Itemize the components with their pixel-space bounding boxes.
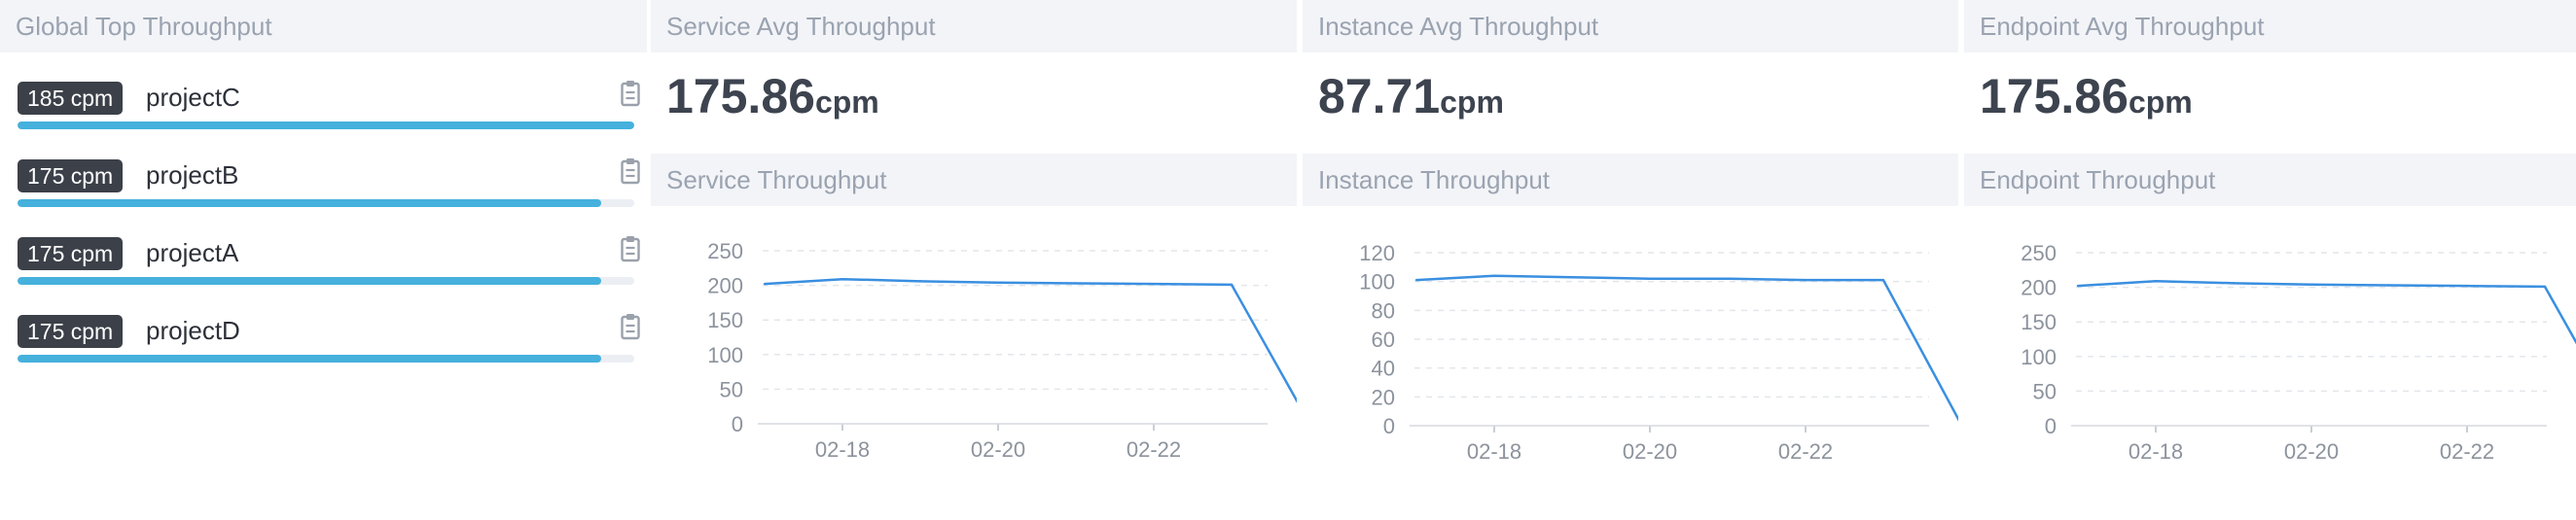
clipboard-icon[interactable] bbox=[621, 235, 640, 262]
clipboard-icon[interactable] bbox=[621, 313, 640, 340]
top-item-projectD: 175 cpm projectD bbox=[18, 309, 640, 377]
data-point bbox=[1074, 282, 1078, 285]
throughput-bar-track bbox=[18, 121, 634, 129]
endpoint-chart-title: Endpoint Throughput bbox=[1964, 154, 2576, 206]
endpoint-avg-value: 175.86cpm bbox=[1980, 68, 2193, 124]
service-column: Service Avg Throughput 175.86cpm Service… bbox=[651, 0, 1297, 520]
data-point bbox=[1726, 277, 1730, 280]
y-tick-label: 250 bbox=[707, 239, 743, 263]
instance-avg-value: 87.71cpm bbox=[1318, 68, 1504, 124]
metric-number: 175.86 bbox=[666, 69, 815, 123]
throughput-bar-track bbox=[18, 277, 634, 285]
y-tick-label: 150 bbox=[707, 308, 743, 332]
data-point bbox=[2387, 284, 2391, 287]
throughput-bar-track bbox=[18, 355, 634, 363]
data-point bbox=[1492, 274, 1496, 277]
data-point bbox=[2232, 282, 2236, 285]
x-tick-label: 02-22 bbox=[2440, 439, 2494, 464]
metric-number: 87.71 bbox=[1318, 69, 1441, 123]
throughput-bar-fill bbox=[18, 277, 601, 285]
metric-unit: cpm bbox=[814, 85, 879, 120]
data-point bbox=[1570, 276, 1574, 279]
y-tick-label: 0 bbox=[2045, 414, 2057, 438]
data-point bbox=[2076, 284, 2080, 288]
data-point bbox=[841, 277, 844, 281]
series-line bbox=[764, 277, 1297, 403]
service-avg-value: 175.86cpm bbox=[666, 68, 879, 124]
series-line bbox=[2077, 279, 2576, 345]
metric-unit: cpm bbox=[2128, 85, 2193, 120]
x-tick-label: 02-22 bbox=[1127, 437, 1181, 462]
endpoint-avg-title: Endpoint Avg Throughput bbox=[1964, 0, 2576, 52]
metric-unit: cpm bbox=[1440, 85, 1504, 120]
data-point bbox=[996, 281, 1000, 284]
project-name: projectC bbox=[146, 83, 240, 112]
data-point bbox=[2154, 279, 2158, 283]
service-throughput-chart: 0 50 100 150 200 250 02-18 02-20 02-22 bbox=[707, 239, 1297, 462]
throughput-bar-fill bbox=[18, 355, 601, 363]
clipboard-icon[interactable] bbox=[621, 157, 640, 185]
y-tick-label: 50 bbox=[2033, 379, 2057, 403]
global-top-throughput-panel: Global Top Throughput 185 cpm projectC 175… bbox=[0, 0, 647, 520]
data-point bbox=[1152, 282, 1156, 286]
endpoint-column: Endpoint Avg Throughput 175.86cpm Endpoi… bbox=[1964, 0, 2576, 520]
data-point bbox=[1230, 283, 1234, 287]
x-tick-label: 02-18 bbox=[2129, 439, 2183, 464]
y-tick-label: 200 bbox=[707, 274, 743, 298]
y-tick-label: 40 bbox=[1372, 357, 1395, 381]
x-tick-label: 02-18 bbox=[1467, 439, 1521, 464]
y-tick-label: 0 bbox=[1383, 414, 1395, 438]
top-item-projectC: 185 cpm projectC bbox=[18, 76, 640, 144]
y-tick-label: 120 bbox=[1359, 241, 1395, 265]
throughput-bar-fill bbox=[18, 199, 601, 207]
clipboard-icon[interactable] bbox=[621, 80, 640, 107]
service-chart-title: Service Throughput bbox=[651, 154, 1297, 206]
x-tick-label: 02-18 bbox=[815, 437, 870, 462]
data-point bbox=[763, 282, 767, 286]
endpoint-throughput-chart: 0 50 100 150 200 250 02-18 02-20 02-22 bbox=[2021, 241, 2576, 464]
y-tick-label: 50 bbox=[720, 377, 743, 401]
cpm-badge: 185 cpm bbox=[18, 82, 124, 115]
y-tick-label: 80 bbox=[1372, 298, 1395, 323]
y-tick-label: 20 bbox=[1372, 385, 1395, 409]
data-point bbox=[918, 280, 922, 283]
instance-column: Instance Avg Throughput 87.71cpm Instanc… bbox=[1303, 0, 1958, 520]
cpm-badge: 175 cpm bbox=[18, 159, 124, 192]
data-point bbox=[1414, 278, 1418, 282]
x-tick-label: 02-22 bbox=[1778, 439, 1833, 464]
x-tick-label: 02-20 bbox=[971, 437, 1025, 462]
y-tick-label: 100 bbox=[2021, 345, 2057, 369]
x-tick-label: 02-20 bbox=[1623, 439, 1677, 464]
y-tick-label: 0 bbox=[732, 412, 743, 436]
top-item-projectB: 175 cpm projectB bbox=[18, 154, 640, 222]
series-line bbox=[1415, 274, 1958, 422]
panel-title: Global Top Throughput bbox=[0, 0, 647, 52]
throughput-bar-fill bbox=[18, 121, 634, 129]
instance-throughput-chart: 0 20 40 60 80 100 120 02-18 02-20 02-22 bbox=[1359, 241, 1958, 464]
metric-number: 175.86 bbox=[1980, 69, 2129, 123]
project-name: projectB bbox=[146, 160, 239, 190]
project-name: projectD bbox=[146, 316, 240, 345]
data-point bbox=[1648, 277, 1652, 280]
y-tick-label: 60 bbox=[1372, 328, 1395, 352]
throughput-bar-track bbox=[18, 199, 634, 207]
data-point bbox=[2465, 284, 2469, 288]
data-point bbox=[1804, 278, 1807, 282]
data-point bbox=[2309, 283, 2313, 286]
y-tick-label: 250 bbox=[2021, 241, 2057, 265]
y-tick-label: 100 bbox=[1359, 270, 1395, 295]
y-tick-label: 150 bbox=[2021, 310, 2057, 334]
y-tick-label: 200 bbox=[2021, 276, 2057, 300]
instance-avg-title: Instance Avg Throughput bbox=[1303, 0, 1958, 52]
data-point bbox=[1881, 278, 1885, 282]
y-tick-label: 100 bbox=[707, 343, 743, 367]
top-item-projectA: 175 cpm projectA bbox=[18, 231, 640, 299]
instance-chart-title: Instance Throughput bbox=[1303, 154, 1958, 206]
service-avg-title: Service Avg Throughput bbox=[651, 0, 1297, 52]
cpm-badge: 175 cpm bbox=[18, 315, 124, 348]
project-name: projectA bbox=[146, 238, 239, 267]
x-tick-label: 02-20 bbox=[2284, 439, 2339, 464]
data-point bbox=[2543, 285, 2547, 289]
cpm-badge: 175 cpm bbox=[18, 237, 124, 270]
